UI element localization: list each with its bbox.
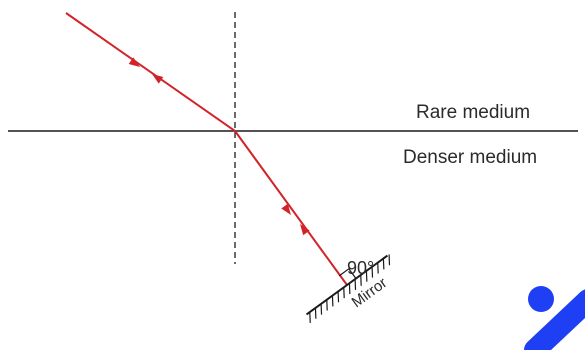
denser-medium-label: Denser medium	[403, 147, 537, 168]
mirror-hatching	[309, 254, 391, 323]
watermark-dot	[528, 286, 554, 312]
watermark-logo	[524, 286, 585, 350]
rare-medium-label: Rare medium	[416, 102, 530, 123]
incident-arrow-up	[152, 74, 164, 84]
refracted-arrow-up	[300, 224, 310, 236]
refracted-ray	[234, 130, 348, 286]
incident-ray	[65, 12, 236, 132]
refracted-arrow-down	[281, 203, 291, 215]
right-angle-marker	[338, 267, 357, 279]
mirror-surface	[305, 254, 389, 316]
watermark-stroke	[524, 289, 585, 350]
angle-label: 90°	[347, 258, 374, 278]
incident-arrow-down	[128, 57, 140, 67]
